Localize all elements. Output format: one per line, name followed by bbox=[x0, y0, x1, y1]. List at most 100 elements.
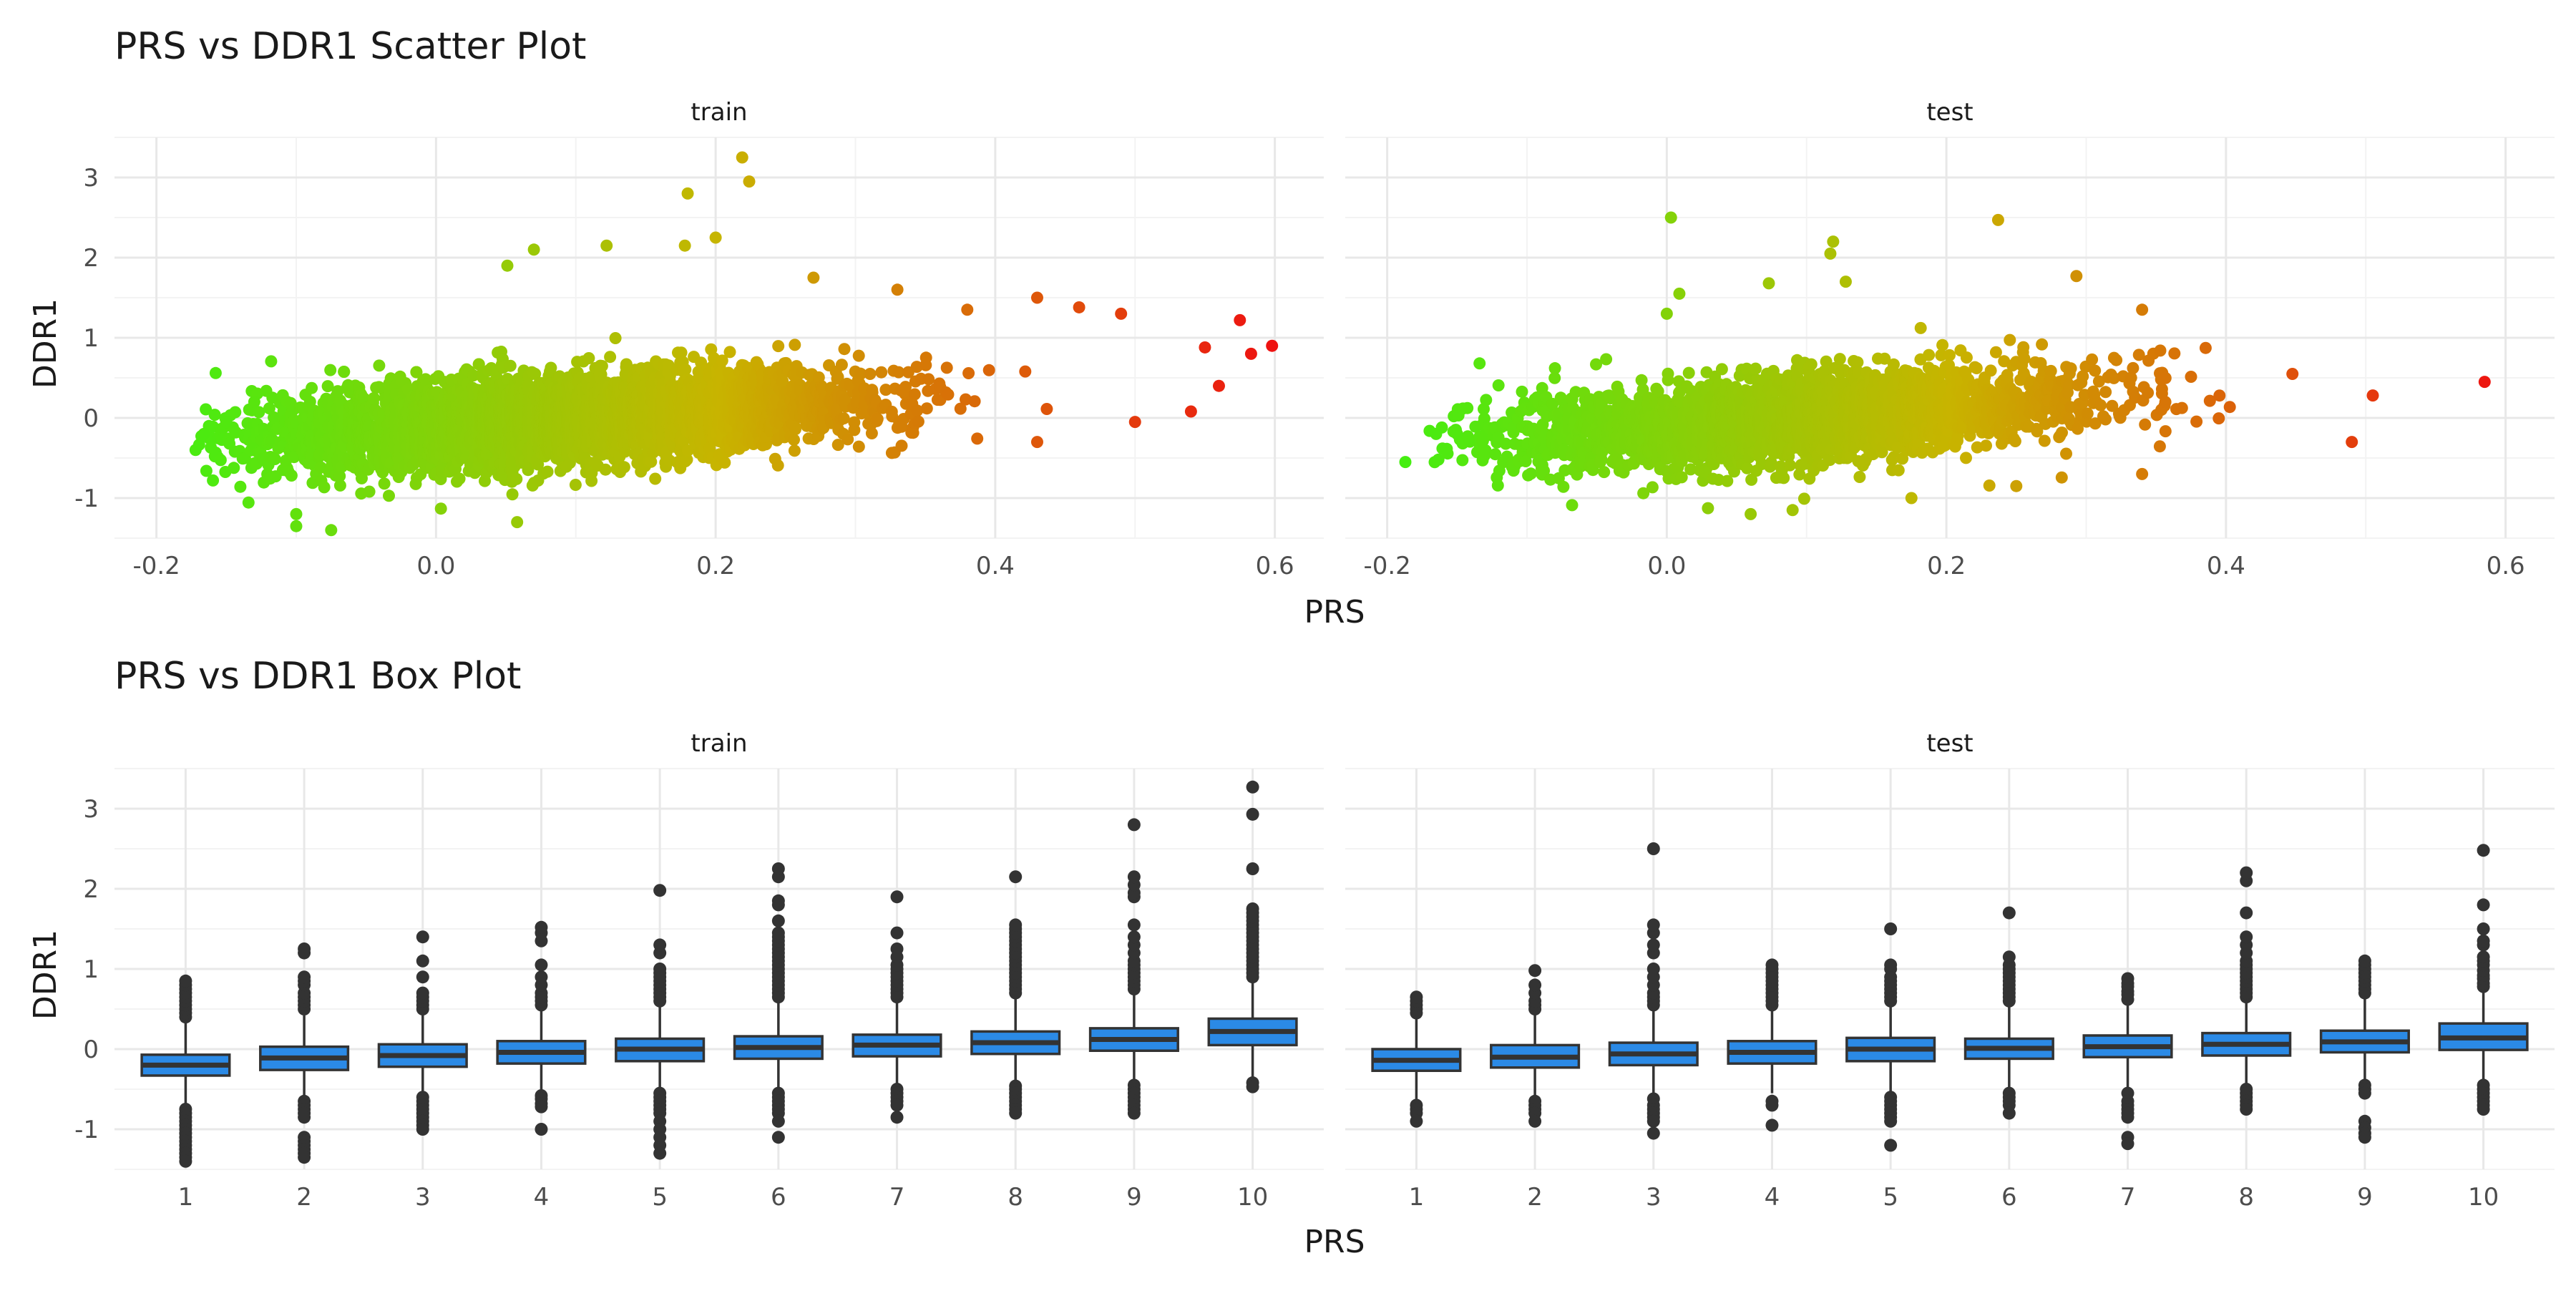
scatter-point bbox=[207, 474, 219, 487]
x-tick-label: 0.2 bbox=[696, 552, 735, 580]
scatter-point bbox=[909, 389, 921, 401]
scatter-point bbox=[1031, 292, 1043, 304]
scatter-point bbox=[971, 432, 983, 444]
scatter-point bbox=[1266, 340, 1278, 352]
scatter-point bbox=[198, 428, 210, 440]
scatter-point bbox=[228, 462, 240, 474]
scatter-point bbox=[1461, 402, 1473, 414]
x-tick-label: 0.6 bbox=[1256, 552, 1294, 580]
scatter-point bbox=[243, 497, 255, 509]
scatter-point bbox=[839, 343, 851, 355]
scatter-point bbox=[334, 479, 346, 492]
scatter-point bbox=[306, 382, 318, 394]
scatter-point bbox=[807, 272, 819, 284]
scatter-point bbox=[338, 366, 350, 378]
scatter-point bbox=[220, 416, 233, 428]
y-tick-label: 1 bbox=[83, 324, 99, 353]
scatter-point bbox=[1199, 341, 1211, 354]
scatter-title: PRS vs DDR1 Scatter Plot bbox=[114, 25, 586, 68]
scatter-point bbox=[379, 477, 391, 489]
x-tick-label: 0.6 bbox=[2487, 552, 2525, 580]
scatter-point bbox=[941, 361, 953, 374]
scatter-point bbox=[1480, 394, 1492, 406]
scatter-point bbox=[373, 359, 385, 371]
scatter-point bbox=[1557, 481, 1569, 493]
scatter-point bbox=[1456, 454, 1468, 467]
scatter-point bbox=[961, 303, 973, 316]
scatter-point bbox=[875, 366, 887, 379]
scatter-point bbox=[1185, 406, 1197, 418]
scatter-point bbox=[290, 520, 302, 532]
scatter-point bbox=[582, 352, 595, 364]
scatter-point bbox=[896, 439, 908, 452]
scatter-point bbox=[1492, 479, 1504, 492]
scatter-point bbox=[435, 502, 447, 515]
scatter-point bbox=[983, 364, 995, 376]
scatter-point bbox=[600, 464, 612, 476]
x-tick-label: 0.2 bbox=[1927, 552, 1966, 580]
scatter-point bbox=[1019, 366, 1031, 378]
scatter-point bbox=[229, 406, 241, 419]
scatter-point bbox=[718, 457, 731, 469]
scatter-point bbox=[604, 351, 616, 363]
scatter-point bbox=[542, 466, 554, 478]
scatter-point bbox=[789, 444, 801, 457]
scatter-point bbox=[528, 243, 540, 255]
box-y-axis-title: DDR1 bbox=[27, 930, 64, 1020]
scatter-point bbox=[853, 350, 865, 362]
scatter-point bbox=[1129, 416, 1141, 428]
scatter-point bbox=[290, 508, 302, 520]
scatter-point bbox=[510, 473, 522, 485]
box-facet-train-label: train bbox=[691, 729, 747, 758]
x-tick-label: 0.4 bbox=[2207, 552, 2245, 580]
scatter-point bbox=[1442, 447, 1454, 459]
scatter-point bbox=[922, 373, 935, 385]
scatter-point bbox=[848, 424, 860, 436]
scatter-point bbox=[324, 364, 336, 376]
scatter-point bbox=[1493, 379, 1505, 391]
scatter-point bbox=[724, 346, 736, 358]
scatter-point bbox=[864, 368, 876, 380]
y-tick-label: 3 bbox=[83, 164, 99, 193]
scatter-point bbox=[872, 413, 884, 425]
scatter-point bbox=[920, 351, 932, 364]
scatter-point bbox=[772, 459, 784, 472]
scatter-point bbox=[318, 481, 331, 493]
box-title: PRS vs DDR1 Box Plot bbox=[114, 655, 521, 698]
scatter-point bbox=[1646, 481, 1659, 493]
scatter-point bbox=[1473, 357, 1485, 369]
scatter-point bbox=[1245, 348, 1257, 360]
scatter-point bbox=[1516, 386, 1528, 398]
scatter-point bbox=[743, 175, 756, 187]
scatter-point bbox=[286, 469, 298, 482]
scatter-point bbox=[1566, 499, 1579, 511]
scatter-point bbox=[502, 260, 514, 272]
scatter-point bbox=[772, 340, 784, 352]
scatter-point bbox=[618, 461, 630, 473]
scatter-point bbox=[710, 232, 722, 244]
scatter-point bbox=[679, 240, 691, 252]
x-tick-label: -0.2 bbox=[1363, 552, 1410, 580]
scatter-point bbox=[1598, 466, 1610, 478]
scatter-point bbox=[866, 427, 878, 439]
scatter-point bbox=[789, 338, 801, 351]
scatter-x-axis-title: PRS bbox=[1304, 594, 1365, 630]
scatter-point bbox=[610, 332, 622, 344]
scatter-point bbox=[504, 360, 517, 372]
y-tick-label: 2 bbox=[83, 244, 99, 273]
scatter-point bbox=[570, 479, 582, 491]
scatter-point bbox=[969, 395, 981, 407]
scatter-point bbox=[836, 359, 848, 371]
x-tick-label: -0.2 bbox=[132, 552, 180, 580]
scatter-point bbox=[248, 396, 260, 408]
scatter-point bbox=[234, 481, 246, 493]
scatter-point bbox=[209, 409, 221, 421]
scatter-point bbox=[649, 473, 661, 485]
scatter-point bbox=[788, 434, 800, 446]
scatter-point bbox=[265, 355, 277, 367]
scatter-point bbox=[210, 367, 222, 379]
scatter-point bbox=[269, 453, 281, 465]
scatter-point bbox=[364, 486, 376, 498]
